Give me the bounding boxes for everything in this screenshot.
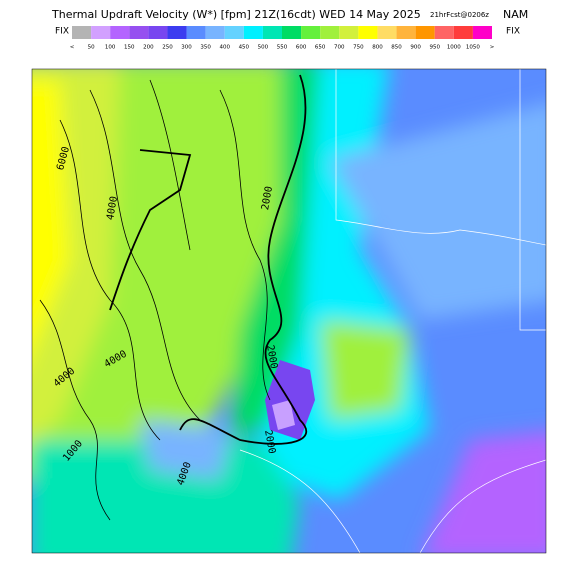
color-box xyxy=(434,26,454,39)
color-scale: <50 100 150 200 250 300 350 400 450 500 550 600 650 7… xyxy=(70,26,495,51)
scale-right-label: FIX xyxy=(506,27,520,37)
scale-label: 650 xyxy=(315,45,326,51)
color-box xyxy=(224,26,244,39)
borders xyxy=(239,69,546,553)
color-box xyxy=(72,26,92,39)
color-box xyxy=(205,26,225,39)
map: 6000 4000 2000 2000 4000 4000 2000 4000 … xyxy=(32,69,546,553)
scale-label: 1000 xyxy=(447,45,461,51)
color-box xyxy=(377,26,397,39)
color-box xyxy=(320,26,340,39)
color-box xyxy=(396,26,416,39)
color-box xyxy=(110,26,130,39)
color-box xyxy=(339,26,359,39)
scale-label: 700 xyxy=(334,45,345,51)
color-box xyxy=(148,26,168,39)
contour-label: 2000 xyxy=(262,429,277,455)
color-box xyxy=(91,26,111,39)
contour-label: 2000 xyxy=(260,185,275,211)
color-box xyxy=(301,26,321,39)
scale-label: 800 xyxy=(372,45,383,51)
map-frame xyxy=(31,68,547,554)
scale-label: 1050 xyxy=(466,45,480,51)
scale-label: 100 xyxy=(105,45,116,51)
color-box xyxy=(415,26,435,39)
color-box xyxy=(129,26,149,39)
scale-label: 550 xyxy=(277,45,288,51)
model: NAM xyxy=(503,8,528,21)
color-box xyxy=(358,26,378,39)
scale-label: 400 xyxy=(219,45,230,51)
color-box xyxy=(472,26,492,39)
color-box xyxy=(243,26,263,39)
color-box xyxy=(282,26,302,39)
scale-label: 250 xyxy=(162,45,173,51)
contour-label: 4000 xyxy=(105,195,120,221)
forecast: 21hrFcst@0206z xyxy=(430,11,489,19)
scale-label: 450 xyxy=(239,45,250,51)
scale-label: 300 xyxy=(181,45,192,51)
updraft-min xyxy=(272,400,295,430)
scale-label: 50 xyxy=(88,45,95,51)
scale-label: < xyxy=(70,45,75,51)
color-box xyxy=(186,26,206,39)
color-box xyxy=(167,26,187,39)
title: Thermal Updraft Velocity (W*) [fpm] 21Z(… xyxy=(51,8,421,21)
scale-label: 350 xyxy=(200,45,211,51)
scale-label: 900 xyxy=(410,45,421,51)
scale-label: 950 xyxy=(429,45,440,51)
scale-label: 150 xyxy=(124,45,135,51)
scale-label: > xyxy=(490,45,495,51)
scale-label: 500 xyxy=(258,45,269,51)
color-box xyxy=(262,26,282,39)
scale-label: 600 xyxy=(296,45,307,51)
contour-label: 2000 xyxy=(264,344,279,370)
scale-label: 850 xyxy=(391,45,402,51)
major-contours xyxy=(109,74,308,445)
scale-label: 200 xyxy=(143,45,154,51)
scale-label: 750 xyxy=(353,45,364,51)
color-box xyxy=(453,26,473,39)
scale-left-label: FIX xyxy=(55,27,69,37)
contours xyxy=(39,79,271,521)
